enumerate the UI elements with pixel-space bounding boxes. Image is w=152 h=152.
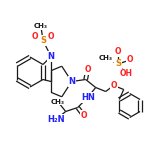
Text: CH₃: CH₃	[34, 24, 48, 29]
Text: CH₃: CH₃	[99, 55, 113, 61]
Text: O: O	[115, 47, 121, 57]
Text: O: O	[85, 65, 91, 74]
Text: O: O	[80, 111, 87, 120]
Text: S: S	[115, 59, 121, 69]
Text: N: N	[68, 77, 75, 86]
Text: O: O	[111, 81, 117, 90]
Text: O: O	[48, 32, 54, 41]
Text: O: O	[127, 55, 133, 64]
Text: N: N	[47, 52, 54, 61]
Text: OH: OH	[119, 69, 133, 78]
Text: H₂N: H₂N	[47, 115, 64, 124]
Text: O: O	[32, 32, 38, 41]
Text: HN: HN	[81, 93, 95, 102]
Text: CH₃: CH₃	[51, 98, 65, 105]
Text: S: S	[40, 36, 46, 45]
